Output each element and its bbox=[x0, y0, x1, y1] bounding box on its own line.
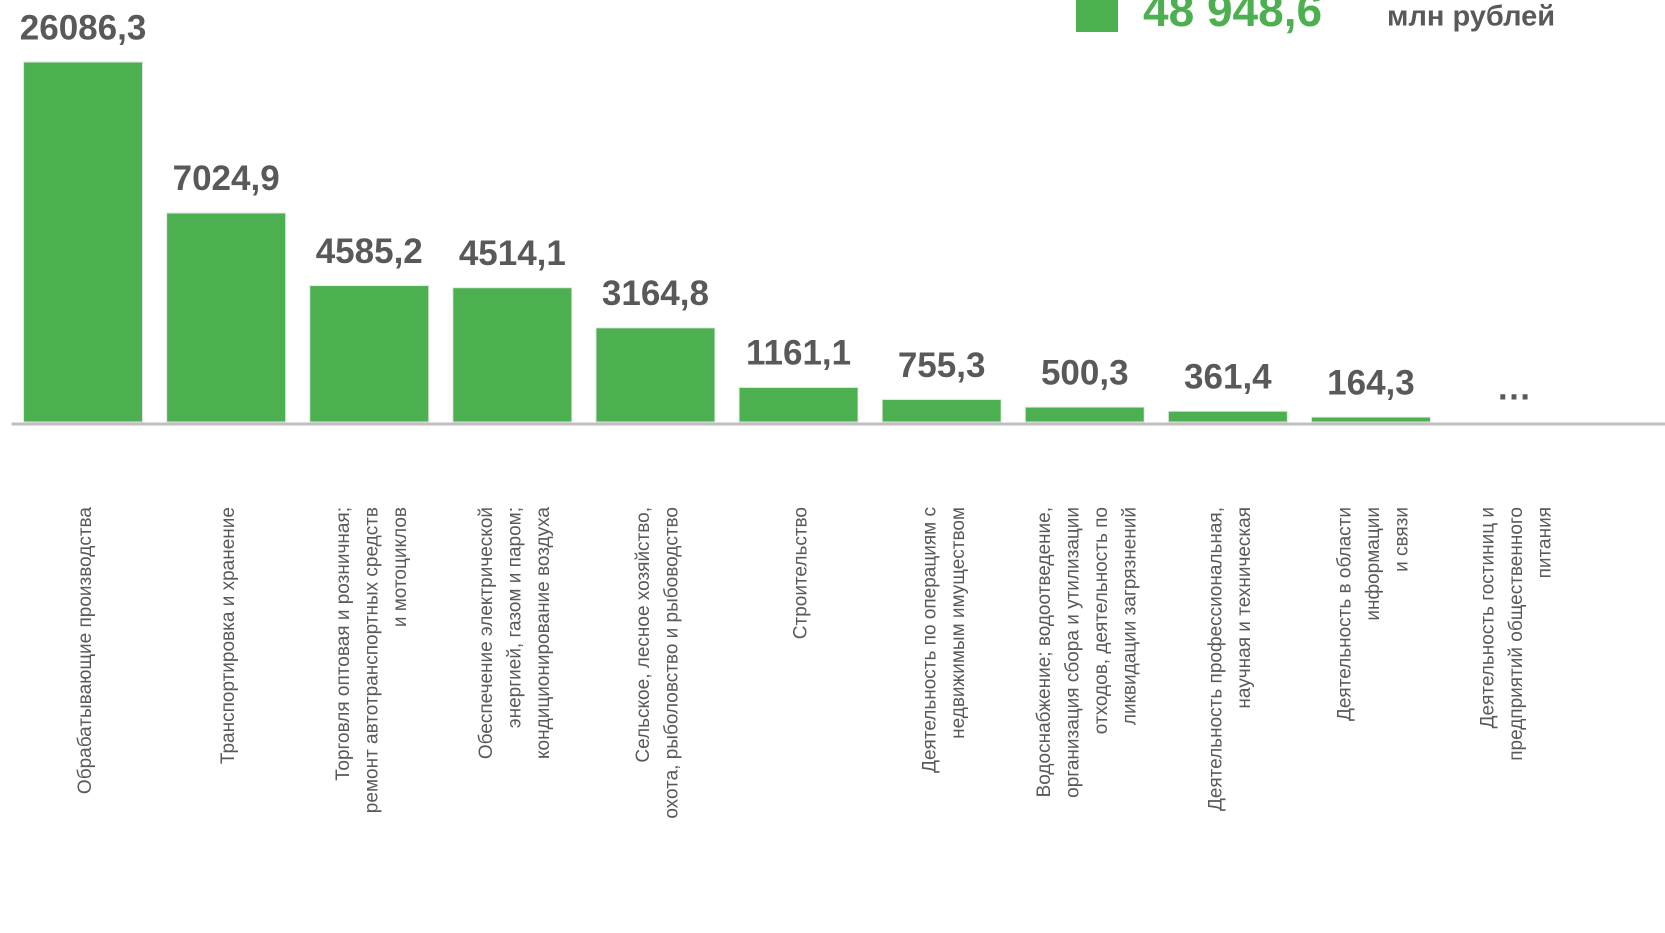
bar bbox=[166, 212, 287, 423]
value-label: 3164,8 bbox=[602, 274, 709, 313]
category-label: Сельское, лесное хозяйство, охота, рыболо… bbox=[633, 507, 683, 819]
bar bbox=[452, 287, 573, 423]
bar bbox=[23, 61, 144, 423]
value-label: 1161,1 bbox=[746, 334, 851, 373]
category-label: Торговля оптовая и розничная; ремонт авто… bbox=[333, 507, 411, 813]
legend-swatch bbox=[1076, 0, 1118, 32]
category-label: Транспортировка и хранение bbox=[218, 507, 239, 764]
value-label: 7024,9 bbox=[173, 159, 280, 198]
value-label: 361,4 bbox=[1184, 357, 1272, 396]
category-label: Деятельность гостиниц и предприятий общес… bbox=[1478, 507, 1556, 761]
total-value: 48 948,6 bbox=[1143, 0, 1322, 36]
value-label: 4514,1 bbox=[459, 234, 566, 273]
bar bbox=[595, 327, 716, 423]
value-label: 500,3 bbox=[1041, 353, 1129, 392]
bar bbox=[881, 399, 1002, 423]
category-label: Деятельность профессиональная, научная и … bbox=[1206, 507, 1256, 811]
bar bbox=[309, 285, 430, 423]
category-label: Обеспечение электрической энергией, газом… bbox=[476, 507, 554, 760]
value-label: 26086,3 bbox=[20, 8, 147, 47]
value-label: 164,3 bbox=[1327, 363, 1415, 402]
value-label: … bbox=[1497, 368, 1532, 407]
value-label: 4585,2 bbox=[316, 232, 423, 271]
category-label: Водоснабжение; водоотведение, организация… bbox=[1034, 507, 1141, 798]
bar bbox=[1024, 406, 1145, 423]
category-label: Строительство bbox=[791, 507, 812, 639]
bar bbox=[1310, 416, 1431, 423]
category-label: Деятельность в области информации и связи bbox=[1334, 507, 1412, 721]
value-label: 755,3 bbox=[898, 346, 986, 385]
category-label: Деятельность по операциям с недвижимым им… bbox=[919, 507, 969, 773]
bar bbox=[738, 386, 859, 423]
bar bbox=[1167, 410, 1288, 423]
total-unit: млн рублей bbox=[1387, 1, 1555, 33]
category-label: Обрабатывающие производства bbox=[75, 507, 96, 794]
